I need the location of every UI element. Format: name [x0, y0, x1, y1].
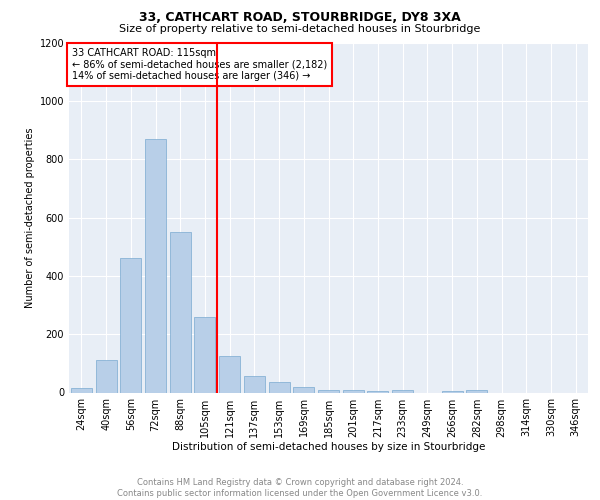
- Text: 33, CATHCART ROAD, STOURBRIDGE, DY8 3XA: 33, CATHCART ROAD, STOURBRIDGE, DY8 3XA: [139, 11, 461, 24]
- Text: Contains HM Land Registry data © Crown copyright and database right 2024.
Contai: Contains HM Land Registry data © Crown c…: [118, 478, 482, 498]
- Bar: [392, 390, 413, 392]
- X-axis label: Distribution of semi-detached houses by size in Stourbridge: Distribution of semi-detached houses by …: [172, 442, 485, 452]
- Bar: [442, 391, 463, 392]
- Bar: [194, 316, 215, 392]
- Bar: [367, 391, 388, 392]
- Bar: [120, 258, 141, 392]
- Bar: [244, 376, 265, 392]
- Text: 33 CATHCART ROAD: 115sqm
← 86% of semi-detached houses are smaller (2,182)
14% o: 33 CATHCART ROAD: 115sqm ← 86% of semi-d…: [71, 48, 327, 81]
- Text: Size of property relative to semi-detached houses in Stourbridge: Size of property relative to semi-detach…: [119, 24, 481, 34]
- Bar: [219, 356, 240, 393]
- Bar: [95, 360, 116, 392]
- Bar: [293, 386, 314, 392]
- Bar: [343, 390, 364, 392]
- Bar: [466, 390, 487, 392]
- Bar: [145, 138, 166, 392]
- Bar: [71, 388, 92, 392]
- Bar: [318, 390, 339, 392]
- Bar: [170, 232, 191, 392]
- Y-axis label: Number of semi-detached properties: Number of semi-detached properties: [25, 127, 35, 308]
- Bar: [269, 382, 290, 392]
